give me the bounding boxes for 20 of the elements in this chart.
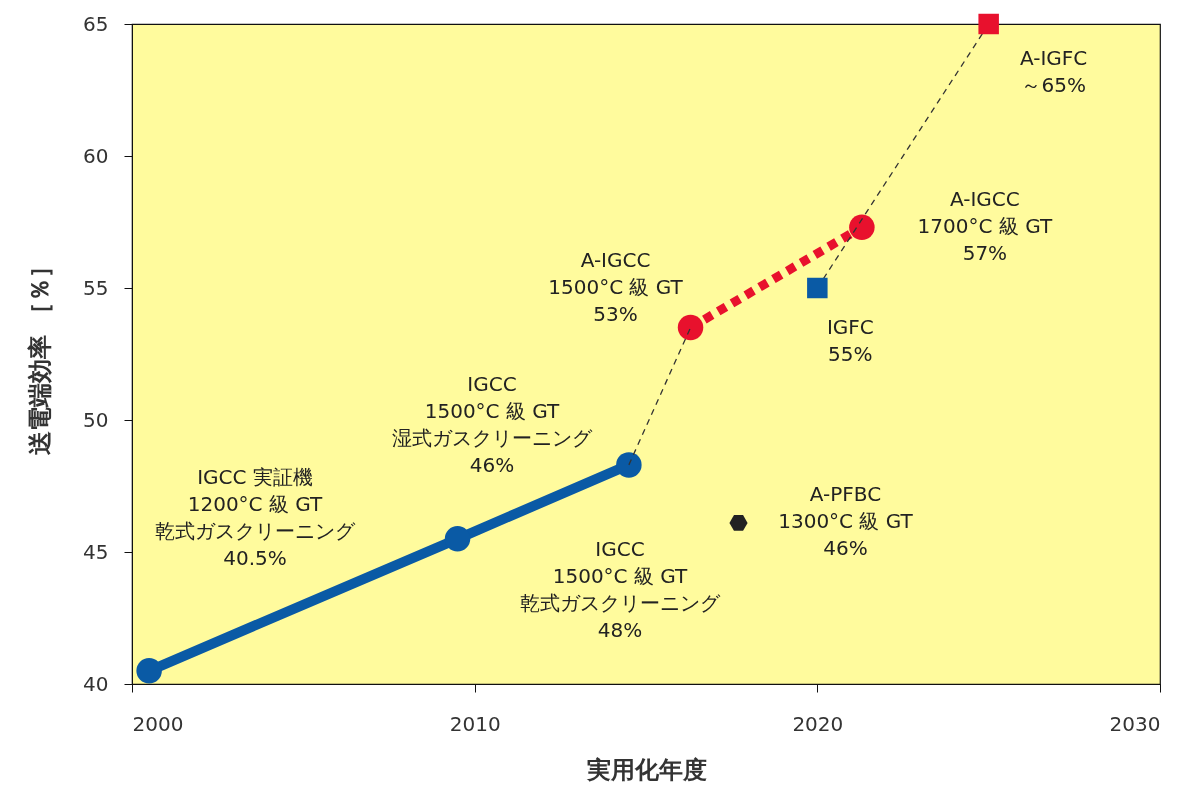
- annotation: IGCC 実証機 1200°C 級 GT 乾式ガスクリーニング 40.5%: [155, 465, 356, 570]
- x-tick-label: 2020: [792, 711, 844, 736]
- y-tick-label: 40: [83, 671, 109, 696]
- y-tick-label: 60: [83, 143, 109, 168]
- annotation: IGFC 55%: [826, 315, 874, 366]
- annotation: A-PFBC 1300°C 級 GT 46%: [778, 481, 914, 560]
- x-axis-title: 実用化年度: [585, 755, 707, 784]
- annotation: IGCC 1500°C 級 GT 乾式ガスクリーニング 48%: [520, 537, 721, 642]
- annotation: IGCC 1500°C 級 GT 湿式ガスクリーニング 46%: [392, 372, 593, 477]
- x-tick-label: 2010: [449, 711, 501, 736]
- x-tick-label: 2030: [1109, 711, 1161, 736]
- annotation: A-IGCC 1500°C 級 GT 53%: [548, 247, 684, 326]
- y-tick-label: 50: [83, 407, 109, 432]
- annotation: A-IGCC 1700°C 級 GT 57%: [917, 187, 1053, 266]
- y-tick-label: 65: [83, 11, 109, 36]
- annotation: A-IGFC ～65%: [1020, 46, 1088, 97]
- y-tick-label: 45: [83, 539, 109, 564]
- x-tick-label: 2000: [132, 711, 184, 736]
- y-tick-label: 55: [83, 275, 109, 300]
- y-axis-title: 送電端効率 ［％］: [26, 254, 55, 455]
